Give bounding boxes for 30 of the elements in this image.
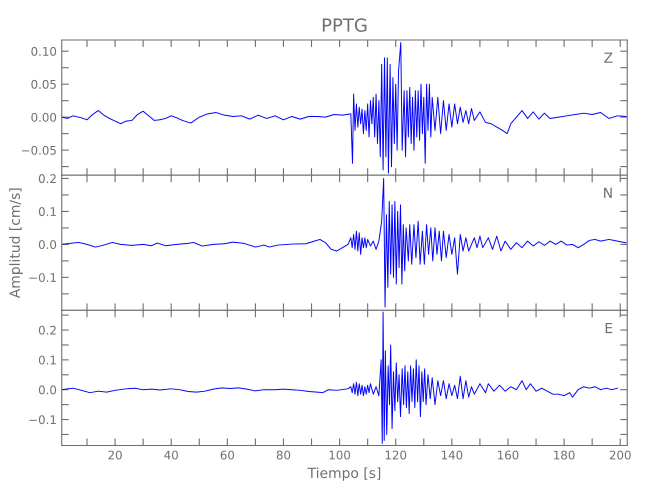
x-tick-label: 180	[554, 450, 575, 460]
x-tick-label: 200	[610, 450, 631, 460]
x-tick-label: 80	[276, 450, 290, 460]
y-tick-label: 0.00	[31, 112, 56, 122]
y-tick-label: 0.1	[38, 356, 56, 365]
y-tick-label: −0.05	[22, 146, 56, 155]
line-series	[62, 312, 618, 444]
x-tick-label: 100	[330, 450, 350, 460]
y-tick-label: 0.0	[38, 385, 56, 394]
chart-title: PPTG	[322, 18, 366, 32]
x-tick-label: 40	[164, 450, 178, 460]
annotation: Z	[604, 52, 612, 63]
y-tick-label: −0.1	[29, 415, 56, 424]
line-series	[62, 178, 626, 308]
y-tick-label: 0.05	[31, 80, 56, 89]
y-tick-label: 0.2	[38, 174, 56, 184]
x-tick-label: 140	[442, 450, 462, 460]
y-tick-label: 0.2	[38, 326, 56, 335]
y-tick-label: 0.10	[31, 46, 56, 56]
y-tick-label: 0.0	[38, 240, 56, 250]
y-tick-label: 0.1	[38, 207, 56, 216]
x-axis-title: Tiempo [s]	[308, 467, 380, 481]
annotation: E	[606, 322, 612, 334]
x-tick-label: 60	[220, 450, 234, 460]
x-tick-label: 120	[386, 450, 406, 460]
y-axis-title: Amplitud [cm/s]	[9, 188, 23, 298]
y-tick-label: −0.1	[29, 273, 56, 282]
annotation: N	[604, 188, 612, 198]
x-tick-label: 20	[108, 450, 122, 460]
x-tick-label: 160	[498, 450, 518, 460]
